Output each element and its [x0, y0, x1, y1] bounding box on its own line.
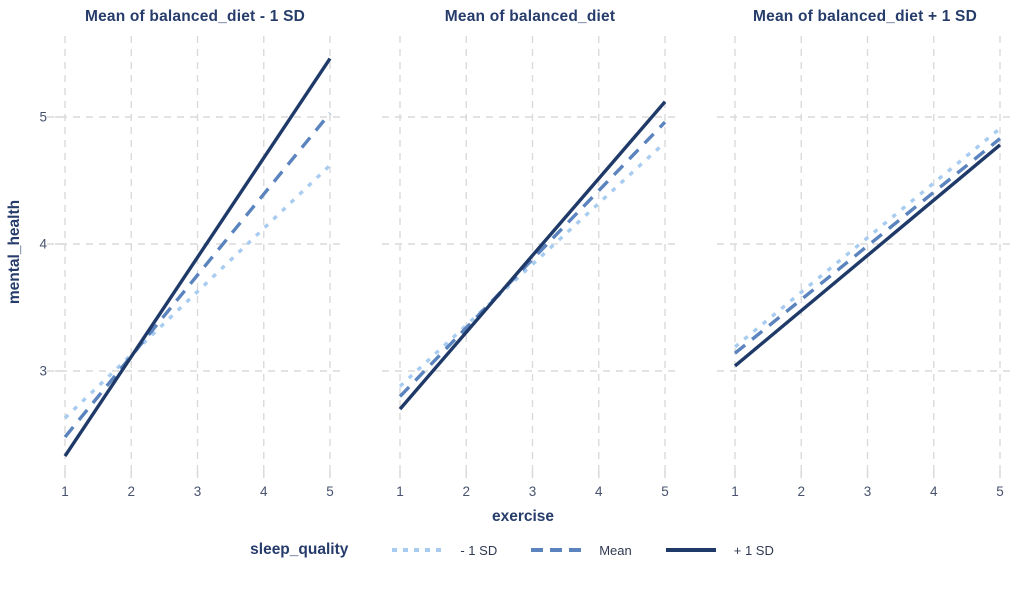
- x-tick-label: 4: [595, 484, 603, 499]
- x-tick-label: 1: [396, 484, 404, 499]
- legend-title: sleep_quality: [250, 541, 349, 558]
- y-tick-label: 5: [39, 110, 47, 125]
- series-line-dotted: [398, 141, 667, 388]
- legend: sleep_quality - 1 SD Mean + 1 SD: [0, 541, 1024, 559]
- legend-entry-mean: Mean: [531, 543, 632, 558]
- x-tick-label: 3: [864, 484, 872, 499]
- y-tick-label: 4: [39, 237, 47, 252]
- x-tick-label: 5: [661, 484, 669, 499]
- series-line-dotted: [733, 127, 1002, 349]
- x-tick-label: 1: [61, 484, 69, 499]
- facet-title-diet-plus-1sd: Mean of balanced_diet + 1 SD: [753, 8, 977, 25]
- x-tick-label: 4: [260, 484, 268, 499]
- legend-label: - 1 SD: [460, 542, 498, 558]
- series-line-solid: [63, 57, 332, 458]
- legend-label: Mean: [599, 542, 632, 558]
- legend-label: + 1 SD: [733, 542, 774, 558]
- series-line-dashed: [733, 137, 1002, 355]
- x-tick-label: 2: [462, 484, 470, 499]
- series-line-solid: [733, 143, 1002, 368]
- facet-title-diet-minus-1sd: Mean of balanced_diet - 1 SD: [84, 8, 306, 25]
- series-line-dashed: [63, 112, 332, 439]
- y-tick-label: 3: [39, 364, 47, 379]
- solid-line-sample-icon: [665, 548, 716, 552]
- x-axis-label: exercise: [491, 508, 555, 525]
- dotted-line-sample-icon: [392, 548, 443, 552]
- legend-entry-plus-1sd: + 1 SD: [665, 542, 774, 558]
- x-tick-label: 2: [127, 484, 135, 499]
- x-tick-label: 1: [731, 484, 739, 499]
- dashed-line-sample-icon: [531, 548, 582, 552]
- series-line-dashed: [398, 120, 667, 398]
- series-line-dotted: [63, 164, 332, 420]
- x-tick-label: 4: [930, 484, 938, 499]
- legend-entry-minus-1sd: - 1 SD: [392, 543, 497, 558]
- series-line-solid: [398, 100, 667, 411]
- x-tick-label: 5: [326, 484, 334, 499]
- x-tick-label: 5: [996, 484, 1004, 499]
- x-tick-label: 3: [529, 484, 537, 499]
- x-tick-label: 3: [194, 484, 202, 499]
- facet-title-diet-mean: Mean of balanced_diet: [444, 8, 616, 25]
- x-tick-label: 2: [797, 484, 805, 499]
